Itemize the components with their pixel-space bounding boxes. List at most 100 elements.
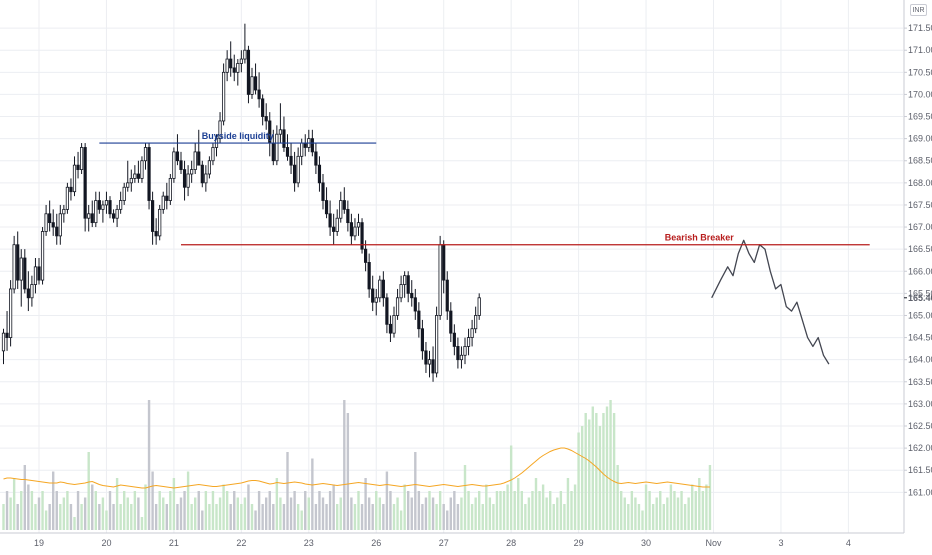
volume-bar bbox=[215, 504, 218, 530]
volume-bar bbox=[20, 491, 23, 530]
x-tick-label: Nov bbox=[705, 538, 722, 548]
candle bbox=[285, 134, 290, 161]
y-tick-label: 162.50 bbox=[908, 421, 932, 431]
candle bbox=[445, 271, 449, 320]
volume-bar bbox=[233, 491, 236, 530]
candle-body bbox=[356, 222, 361, 228]
candle-body bbox=[30, 284, 34, 299]
x-tick-label: 20 bbox=[101, 538, 111, 548]
volume-bar bbox=[211, 491, 215, 530]
candle-body bbox=[282, 129, 286, 148]
candle-body bbox=[119, 200, 123, 210]
volume-bar bbox=[296, 504, 300, 530]
volume-bar bbox=[91, 484, 94, 530]
candle-body bbox=[431, 359, 435, 374]
candle bbox=[140, 156, 144, 183]
candle bbox=[442, 240, 446, 294]
volume-bar bbox=[201, 510, 204, 530]
volume-bar bbox=[304, 491, 307, 530]
candle bbox=[37, 258, 41, 285]
candle-body bbox=[150, 200, 155, 232]
candle-body bbox=[16, 244, 20, 281]
candle bbox=[197, 129, 201, 166]
volume-bar bbox=[669, 484, 673, 530]
candle bbox=[19, 249, 23, 307]
volume-bar bbox=[165, 504, 168, 530]
volume-bar bbox=[275, 478, 279, 530]
y-tick-label: 167.00 bbox=[908, 222, 932, 232]
candle-body bbox=[33, 266, 38, 285]
volume-bar bbox=[634, 497, 637, 530]
volume-bar bbox=[630, 491, 634, 530]
candle bbox=[363, 240, 368, 272]
candle bbox=[264, 103, 268, 130]
volume-bar bbox=[169, 491, 172, 530]
candle bbox=[111, 209, 116, 223]
volume-bar bbox=[673, 491, 676, 530]
volume-bar bbox=[705, 484, 708, 530]
volume-bar bbox=[154, 504, 158, 530]
candle bbox=[101, 200, 105, 223]
volume-bar bbox=[208, 504, 211, 530]
candle-body bbox=[346, 208, 350, 224]
volume-bar bbox=[651, 504, 655, 530]
candle bbox=[48, 200, 52, 232]
candle bbox=[388, 315, 393, 342]
x-tick-label: 4 bbox=[846, 538, 851, 548]
candle bbox=[278, 103, 283, 144]
currency-badge[interactable]: INR bbox=[910, 4, 927, 16]
candle bbox=[399, 275, 403, 303]
candle-body bbox=[80, 147, 84, 170]
volume-bar bbox=[115, 478, 119, 530]
candle bbox=[253, 63, 258, 95]
candle-body bbox=[442, 244, 446, 281]
volume-bar bbox=[620, 491, 623, 530]
candle bbox=[136, 160, 140, 183]
volume-bar bbox=[52, 471, 55, 530]
y-tick-label: 165.00 bbox=[908, 310, 932, 320]
y-tick-label: 169.00 bbox=[908, 134, 932, 144]
volume-bar bbox=[598, 426, 602, 530]
y-tick-label: 161.00 bbox=[908, 487, 932, 497]
candle bbox=[225, 50, 229, 82]
volume-bar bbox=[48, 504, 51, 530]
candle bbox=[449, 302, 453, 342]
volume-bar bbox=[698, 478, 701, 530]
candle bbox=[374, 288, 378, 316]
volume-bar bbox=[183, 491, 186, 530]
candle-body bbox=[445, 279, 449, 312]
candle bbox=[332, 213, 336, 245]
candle-body bbox=[317, 164, 322, 184]
volume-bar bbox=[34, 504, 37, 530]
volume-bar bbox=[279, 497, 282, 530]
candle bbox=[477, 293, 481, 320]
volume-bar bbox=[648, 491, 651, 530]
candle bbox=[243, 23, 247, 64]
volume-bar bbox=[502, 491, 506, 530]
volume-bar bbox=[62, 497, 66, 530]
candle-body bbox=[438, 244, 442, 316]
volume-bar bbox=[119, 504, 122, 530]
candle-body bbox=[417, 310, 421, 330]
volume-bar bbox=[460, 497, 463, 530]
candle-body bbox=[19, 257, 23, 281]
candle-body bbox=[392, 315, 396, 334]
candle bbox=[80, 143, 84, 174]
volume-bar bbox=[59, 504, 62, 530]
candle bbox=[292, 151, 297, 192]
candle bbox=[353, 218, 357, 241]
volume-bar bbox=[662, 504, 665, 530]
candle bbox=[126, 160, 130, 192]
volume-bar bbox=[602, 413, 605, 530]
candle bbox=[392, 306, 396, 338]
volume-bar bbox=[158, 491, 161, 530]
volume-bar bbox=[55, 491, 58, 530]
forecast-line bbox=[711, 239, 830, 365]
x-tick-label: 23 bbox=[304, 538, 314, 548]
volume-bar bbox=[375, 491, 378, 530]
candle-body bbox=[143, 147, 148, 162]
volume-bar bbox=[360, 504, 364, 530]
candle bbox=[371, 275, 375, 312]
volume-bar bbox=[655, 497, 658, 530]
